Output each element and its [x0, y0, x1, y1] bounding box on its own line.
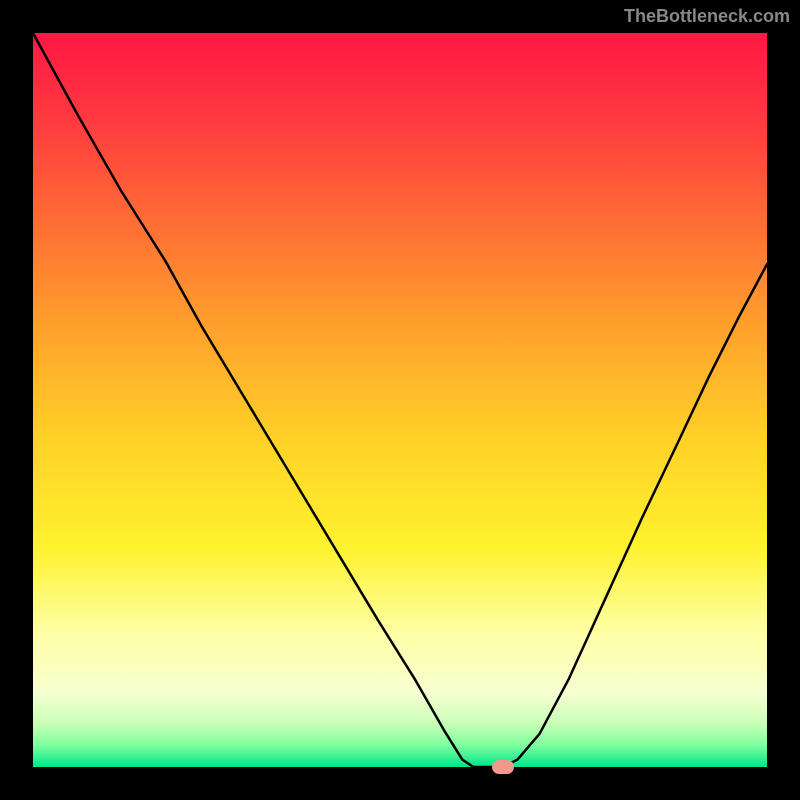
- watermark-text: TheBottleneck.com: [624, 6, 790, 27]
- bottleneck-curve: [33, 33, 767, 767]
- chart-plot-area: [33, 33, 767, 767]
- optimal-point-marker: [492, 760, 514, 774]
